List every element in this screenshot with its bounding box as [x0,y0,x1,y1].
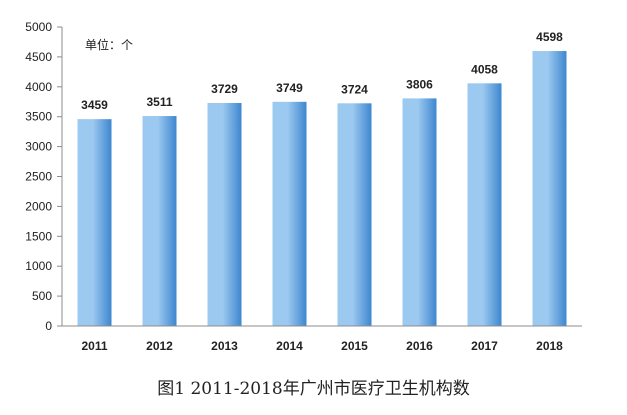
data-label-2013: 3729 [211,82,238,96]
bar-2015 [337,103,372,326]
data-label-2016: 3806 [406,77,433,91]
bar-2014 [272,101,307,326]
data-label-2011: 3459 [81,98,108,112]
y-tick-label: 3000 [25,140,52,154]
y-tick-label: 0 [45,319,52,333]
data-label-2014: 3749 [276,81,303,95]
bar-2018 [532,51,567,326]
bar-2013 [207,103,242,326]
y-tick-label: 2500 [25,170,52,184]
x-tick-label-2012: 2012 [146,339,173,353]
x-tick-label-2018: 2018 [536,339,563,353]
data-label-2017: 4058 [471,62,498,76]
x-tick-label-2011: 2011 [81,339,107,353]
x-tick-label-2016: 2016 [406,339,433,353]
y-tick-label: 4000 [25,80,52,94]
data-labels: 3459 3511 3729 3749 3724 3806 4058 4598 [81,30,563,112]
x-tick-label-2014: 2014 [276,339,303,353]
unit-label: 单位：个 [85,38,134,52]
bars [77,51,567,327]
bar-2016 [402,98,437,326]
x-axis-ticks: 2011 2012 2013 2014 2015 2016 2017 2018 [81,339,563,353]
x-tick-label-2017: 2017 [471,339,498,353]
bar-2011 [77,119,112,327]
data-label-2018: 4598 [536,30,563,44]
y-tick-label: 5000 [25,20,52,34]
chart-caption: 图1 2011-2018年广州市医疗卫生机构数 [157,379,470,399]
y-axis-ticks: 0 500 1000 1500 2000 2500 3000 3500 4000 4500 5000 [25,20,62,333]
bar-2012 [142,116,177,326]
y-tick-label: 1500 [25,229,52,243]
x-tick-label-2013: 2013 [211,339,238,353]
y-tick-label: 1000 [25,259,52,273]
bar-2017 [467,83,502,326]
data-label-2015: 3724 [341,82,368,96]
y-tick-label: 2000 [25,199,52,213]
y-tick-label: 500 [32,289,52,303]
y-tick-label: 4500 [25,50,52,64]
y-tick-label: 3500 [25,110,52,124]
data-label-2012: 3511 [146,95,172,109]
x-tick-label-2015: 2015 [341,339,368,353]
